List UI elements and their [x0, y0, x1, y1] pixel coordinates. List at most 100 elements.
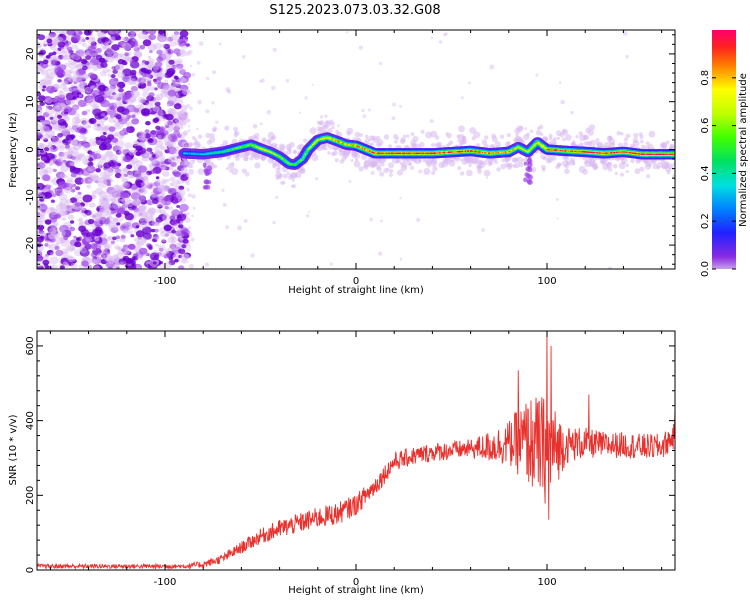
noise-point — [119, 175, 125, 180]
noise-point — [39, 79, 46, 85]
halo-point — [477, 165, 481, 169]
noise-point — [166, 68, 176, 76]
noise-point — [82, 73, 90, 80]
noise-point — [186, 104, 191, 108]
noise-point — [94, 94, 105, 103]
noise-point — [308, 211, 311, 214]
halo-point — [614, 171, 618, 176]
noise-point — [160, 230, 169, 238]
noise-point — [160, 43, 165, 48]
noise-point — [50, 119, 55, 124]
noise-point — [175, 188, 186, 197]
noise-point — [159, 261, 163, 265]
noise-point — [82, 158, 90, 165]
noise-point — [177, 196, 186, 204]
halo-point — [197, 168, 205, 175]
noise-point — [104, 244, 111, 249]
noise-point — [150, 213, 155, 217]
noise-point — [106, 48, 115, 55]
noise-point — [141, 91, 149, 97]
halo-point — [420, 129, 425, 134]
noise-point — [112, 264, 119, 269]
halo-point — [471, 136, 476, 141]
noise-point — [438, 40, 443, 44]
noise-point — [399, 196, 402, 200]
noise-point — [104, 150, 114, 159]
noise-point — [163, 43, 171, 50]
halo-point — [625, 170, 629, 173]
noise-point — [337, 124, 340, 128]
noise-point — [160, 164, 168, 171]
halo-point — [267, 131, 275, 139]
sidelobe-point — [204, 185, 209, 190]
noise-point — [181, 258, 188, 264]
noise-point — [41, 78, 46, 82]
noise-point — [304, 96, 308, 100]
noise-point — [362, 114, 367, 118]
noise-point — [57, 133, 64, 138]
noise-point — [82, 136, 88, 141]
noise-point — [169, 176, 176, 182]
noise-point — [60, 230, 66, 235]
noise-point — [58, 145, 65, 151]
noise-point — [186, 211, 190, 216]
noise-point — [117, 71, 125, 78]
noise-point — [114, 245, 120, 250]
halo-point — [625, 163, 629, 167]
noise-point — [147, 55, 152, 59]
noise-point — [560, 99, 565, 105]
noise-point — [39, 149, 44, 153]
halo-point — [311, 154, 319, 162]
noise-point — [191, 194, 196, 199]
noise-point — [196, 60, 201, 65]
noise-point — [80, 117, 89, 124]
noise-point — [103, 142, 113, 150]
noise-point — [75, 194, 82, 200]
noise-point — [127, 31, 137, 38]
noise-point — [37, 162, 46, 169]
halo-point — [431, 170, 436, 176]
noise-point — [155, 151, 164, 158]
noise-point — [169, 41, 177, 47]
noise-point — [141, 237, 147, 243]
noise-point — [113, 119, 120, 124]
noise-point — [48, 31, 57, 38]
noise-point — [81, 210, 86, 214]
halo-point — [518, 125, 524, 131]
noise-point — [78, 217, 84, 222]
noise-point — [175, 230, 183, 237]
noise-point — [378, 251, 383, 256]
noise-point — [168, 256, 174, 261]
noise-point — [67, 244, 76, 252]
noise-point — [43, 43, 47, 47]
halo-point — [457, 139, 461, 143]
noise-point — [100, 30, 109, 34]
halo-point — [350, 159, 354, 162]
noise-point — [145, 261, 150, 265]
noise-point — [161, 178, 167, 183]
sidelobe-point — [523, 161, 528, 166]
halo-point — [514, 162, 520, 169]
noise-point — [125, 121, 133, 128]
noise-point — [163, 79, 169, 84]
noise-point — [176, 52, 182, 57]
noise-point — [137, 147, 147, 155]
noise-point — [133, 207, 140, 213]
noise-point — [179, 69, 187, 75]
noise-point — [370, 170, 375, 176]
noise-point — [218, 42, 222, 46]
noise-point — [181, 78, 188, 83]
noise-point — [53, 33, 58, 37]
noise-point — [124, 142, 133, 149]
noise-point — [96, 31, 105, 38]
noise-point — [115, 213, 122, 218]
halo-point — [408, 162, 412, 166]
noise-point — [73, 106, 79, 111]
noise-point — [204, 262, 209, 267]
noise-point — [272, 47, 277, 52]
halo-point — [410, 132, 415, 137]
noise-point — [167, 142, 174, 148]
noise-point — [181, 244, 187, 249]
noise-point — [110, 210, 115, 215]
noise-point — [306, 214, 310, 218]
